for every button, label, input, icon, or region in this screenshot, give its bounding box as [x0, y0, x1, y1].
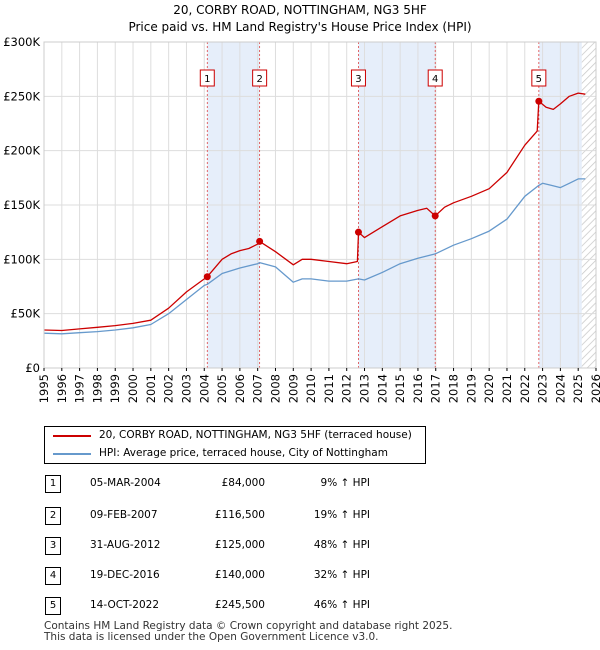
sale-hpi-change: 19% ↑ HPI: [313, 509, 370, 521]
chart-subtitle: Price paid vs. HM Land Registry's House …: [128, 20, 471, 34]
x-tick-label: 2026: [589, 374, 600, 403]
sale-price: £84,000: [221, 477, 265, 489]
sale-hpi-change: 46% ↑ HPI: [313, 599, 370, 611]
legend-label-hpi: HPI: Average price, terraced house, City…: [99, 447, 388, 459]
y-tick-label: £0: [25, 361, 40, 375]
sale-number: 4: [45, 567, 61, 585]
sale-number: 3: [45, 537, 61, 555]
table-row: 4 19-DEC-2016 £140,000 32% ↑ HPI: [0, 567, 600, 589]
sale-label-box: [199, 69, 215, 87]
legend-swatch-hpi: [53, 453, 91, 455]
x-tick-label: 2006: [233, 374, 247, 403]
sale-number: 5: [45, 597, 61, 615]
x-tick-label: 2010: [304, 374, 318, 403]
x-tick-label: 2013: [358, 374, 372, 403]
x-tick-label: 2024: [553, 374, 567, 403]
x-tick-label: 2002: [162, 374, 176, 403]
x-tick-label: 1996: [55, 374, 69, 403]
sale-point: [535, 97, 543, 105]
footer-attribution: Contains HM Land Registry data © Crown c…: [44, 621, 452, 643]
sale-price: £140,000: [214, 569, 265, 581]
footer-line-2: This data is licensed under the Open Gov…: [44, 631, 379, 643]
sale-label-box: [427, 69, 443, 87]
y-tick-label: £250K: [3, 89, 40, 103]
x-tick-label: 2022: [518, 374, 532, 403]
x-tick-label: 2019: [464, 374, 478, 403]
table-row: 5 14-OCT-2022 £245,500 46% ↑ HPI: [0, 597, 600, 619]
price-chart: 20, CORBY ROAD, NOTTINGHAM, NG3 5HF Pric…: [3, 3, 600, 403]
x-tick-label: 2005: [215, 374, 229, 403]
sale-hpi-change: 32% ↑ HPI: [313, 569, 370, 581]
x-tick-label: 2004: [197, 374, 211, 403]
x-tick-label: 2017: [429, 374, 443, 403]
x-tick-label: 2025: [571, 374, 585, 403]
x-tick-label: 2016: [411, 374, 425, 403]
chart-legend: 20, CORBY ROAD, NOTTINGHAM, NG3 5HF (ter…: [44, 426, 426, 464]
x-tick-label: 2021: [500, 374, 514, 403]
sale-label: 5: [536, 74, 542, 85]
y-tick-label: £300K: [3, 35, 40, 49]
x-tick-label: 2008: [268, 374, 282, 403]
sale-hpi-change: 48% ↑ HPI: [313, 539, 370, 551]
sale-hpi-change: 9% ↑ HPI: [320, 477, 370, 489]
legend-item-property: 20, CORBY ROAD, NOTTINGHAM, NG3 5HF (ter…: [45, 427, 425, 445]
x-tick-label: 2023: [536, 374, 550, 403]
sale-date: 05-MAR-2004: [90, 477, 161, 489]
x-tick-label: 2018: [447, 374, 461, 403]
sale-price: £116,500: [214, 509, 265, 521]
table-row: 3 31-AUG-2012 £125,000 48% ↑ HPI: [0, 537, 600, 559]
sale-date: 09-FEB-2007: [90, 509, 158, 521]
sale-label: 2: [256, 74, 262, 85]
sale-date: 19-DEC-2016: [90, 569, 160, 581]
x-tick-label: 2014: [375, 374, 389, 403]
table-row: 2 09-FEB-2007 £116,500 19% ↑ HPI: [0, 507, 600, 529]
hpi-line: [43, 178, 586, 335]
sale-point: [203, 273, 211, 281]
legend-swatch-property: [53, 435, 91, 437]
y-tick-label: £200K: [3, 144, 40, 158]
table-row: 1 05-MAR-2004 £84,000 9% ↑ HPI: [0, 475, 600, 497]
x-tick-label: 1995: [37, 374, 51, 403]
x-tick-label: 2001: [144, 374, 158, 403]
x-tick-label: 2000: [126, 374, 140, 403]
x-tick-label: 1997: [73, 374, 87, 403]
x-tick-label: 2012: [340, 374, 354, 403]
sale-date: 14-OCT-2022: [90, 599, 159, 611]
x-tick-label: 2007: [251, 374, 265, 403]
chart-title: 20, CORBY ROAD, NOTTINGHAM, NG3 5HF: [173, 3, 427, 17]
plot-frame: [43, 41, 597, 369]
y-tick-label: £50K: [11, 307, 41, 321]
x-tick-label: 2009: [286, 374, 300, 403]
sale-number: 1: [45, 475, 61, 493]
sale-label-box: [531, 69, 547, 87]
sale-date: 31-AUG-2012: [90, 539, 161, 551]
x-tick-label: 2020: [482, 374, 496, 403]
sale-point: [256, 237, 264, 245]
sale-price: £245,500: [214, 599, 265, 611]
sale-label: 4: [432, 74, 438, 85]
legend-label-property: 20, CORBY ROAD, NOTTINGHAM, NG3 5HF (ter…: [99, 429, 412, 441]
sale-number: 2: [45, 507, 61, 525]
y-tick-label: £100K: [3, 252, 40, 266]
footer-line-1: Contains HM Land Registry data © Crown c…: [44, 620, 453, 632]
y-tick-label: £150K: [3, 198, 40, 212]
x-tick-label: 1999: [108, 374, 122, 403]
sale-label-box: [252, 69, 268, 87]
x-tick-label: 1998: [90, 374, 104, 403]
sale-point: [354, 228, 362, 236]
sale-point: [431, 212, 439, 220]
sale-label: 1: [204, 74, 210, 85]
x-tick-label: 2011: [322, 374, 336, 403]
property-price-line: [43, 92, 586, 332]
legend-item-hpi: HPI: Average price, terraced house, City…: [45, 445, 425, 463]
sale-label: 3: [355, 74, 361, 85]
x-tick-label: 2015: [393, 374, 407, 403]
sale-label-box: [350, 69, 366, 87]
x-tick-label: 2003: [179, 374, 193, 403]
sale-price: £125,000: [214, 539, 265, 551]
